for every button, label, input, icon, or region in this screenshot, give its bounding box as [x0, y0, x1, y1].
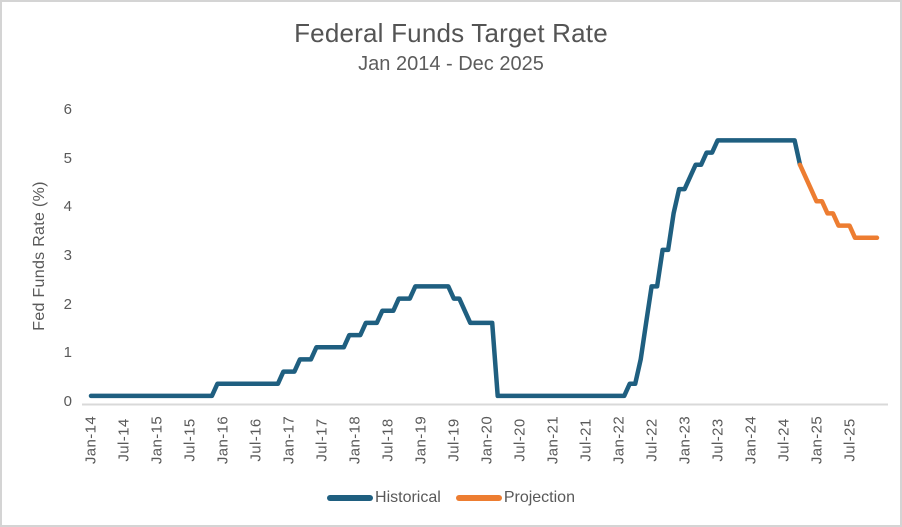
- x-tick-label: Jan-16: [214, 415, 232, 465]
- x-tick-label: Jul-18: [379, 418, 397, 462]
- historical-line-swatch-icon: [327, 495, 374, 501]
- x-tick-label: Jul-14: [115, 418, 133, 462]
- chart-title: Federal Funds Target Rate: [294, 18, 608, 48]
- x-tick-label: Jul-24: [775, 418, 793, 462]
- x-tick-label: Jul-25: [841, 418, 859, 462]
- y-tick-label: 6: [63, 101, 72, 118]
- legend-label: Projection: [503, 489, 575, 506]
- x-tick-label: Jul-23: [709, 418, 727, 462]
- y-tick-label: 0: [63, 393, 72, 410]
- x-tick-label: Jan-19: [412, 415, 430, 465]
- projection-line-swatch-icon: [455, 495, 502, 501]
- x-tick-label: Jul-15: [181, 418, 199, 462]
- legend-item-historical: Historical: [327, 489, 441, 507]
- x-tick-label: Jul-16: [247, 418, 265, 462]
- x-tick-label: Jul-19: [445, 418, 463, 462]
- x-tick-label: Jan-25: [808, 415, 826, 465]
- x-tick-label: Jan-24: [742, 415, 760, 465]
- x-tick-label: Jul-17: [313, 418, 331, 462]
- y-tick-label: 1: [63, 344, 72, 362]
- legend-label: Historical: [375, 489, 441, 506]
- x-tick-label: Jan-15: [148, 415, 166, 465]
- x-tick-label: Jul-20: [511, 418, 529, 462]
- x-tick-label: Jan-17: [280, 415, 298, 465]
- legend: Historical Projection: [2, 489, 900, 507]
- x-tick-label: Jan-18: [346, 415, 364, 465]
- x-tick-label: Jan-23: [676, 415, 694, 465]
- x-tick-label: Jan-21: [544, 415, 562, 465]
- projection-line: [797, 162, 880, 241]
- x-tick-label: Jul-21: [577, 418, 595, 462]
- x-tick-label: Jul-22: [643, 418, 661, 462]
- x-tick-label: Jan-20: [478, 415, 496, 465]
- historical-line: [88, 138, 803, 399]
- legend-item-projection: Projection: [455, 489, 575, 507]
- chart-subtitle: Jan 2014 - Dec 2025: [358, 53, 544, 75]
- y-tick-label: 5: [63, 149, 72, 167]
- x-tick-label: Jan-22: [610, 415, 628, 465]
- x-tick-label: Jan-14: [82, 415, 100, 465]
- y-tick-label: 3: [63, 247, 72, 264]
- y-tick-label: 4: [63, 198, 72, 216]
- y-tick-label: 2: [63, 295, 72, 313]
